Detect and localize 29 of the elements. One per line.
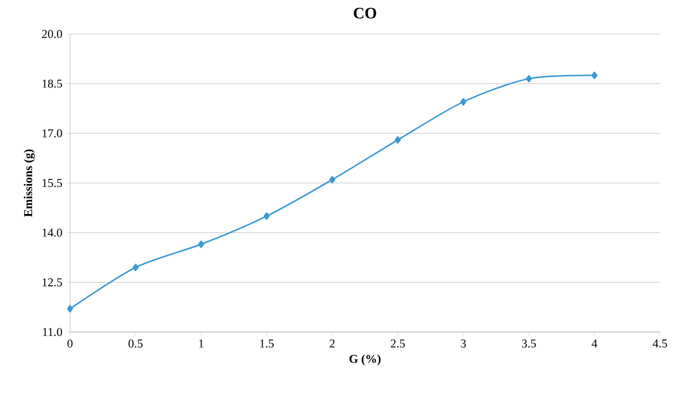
y-axis-title: Emissions (g) xyxy=(24,150,35,217)
y-tick-label: 14.0 xyxy=(42,228,62,237)
x-tick-label: 0 xyxy=(67,340,73,348)
point xyxy=(67,305,73,313)
point xyxy=(591,72,598,80)
y-tick-label: 17.0 xyxy=(42,129,62,138)
point xyxy=(526,74,532,82)
x-tick-label: 3 xyxy=(460,340,466,348)
x-tick-label: 2 xyxy=(330,340,335,348)
point xyxy=(460,98,466,106)
x-tick-label: 4 xyxy=(592,340,598,348)
point xyxy=(394,136,401,144)
x-tick-label: 4.5 xyxy=(652,340,668,348)
x-tick-label: 0.5 xyxy=(128,340,143,348)
x-axis-title: G (%) xyxy=(349,354,381,366)
y-tick-label: 12.5 xyxy=(42,278,62,286)
y-tick-label: 18.5 xyxy=(42,80,62,88)
point xyxy=(264,212,270,220)
x-tick-label: 2.5 xyxy=(390,340,405,348)
y-tick-label: 20.0 xyxy=(42,30,62,38)
x-tick-label: 1.5 xyxy=(260,340,274,348)
x-tick-label: 1 xyxy=(199,340,204,348)
x-tick-label: 3.5 xyxy=(522,340,536,348)
y-tick-label: 11.0 xyxy=(43,328,62,336)
y-tick-label: 15.5 xyxy=(42,178,62,188)
chart-title: CO xyxy=(354,8,376,18)
point xyxy=(198,240,204,248)
point xyxy=(132,264,139,272)
point xyxy=(329,176,336,184)
